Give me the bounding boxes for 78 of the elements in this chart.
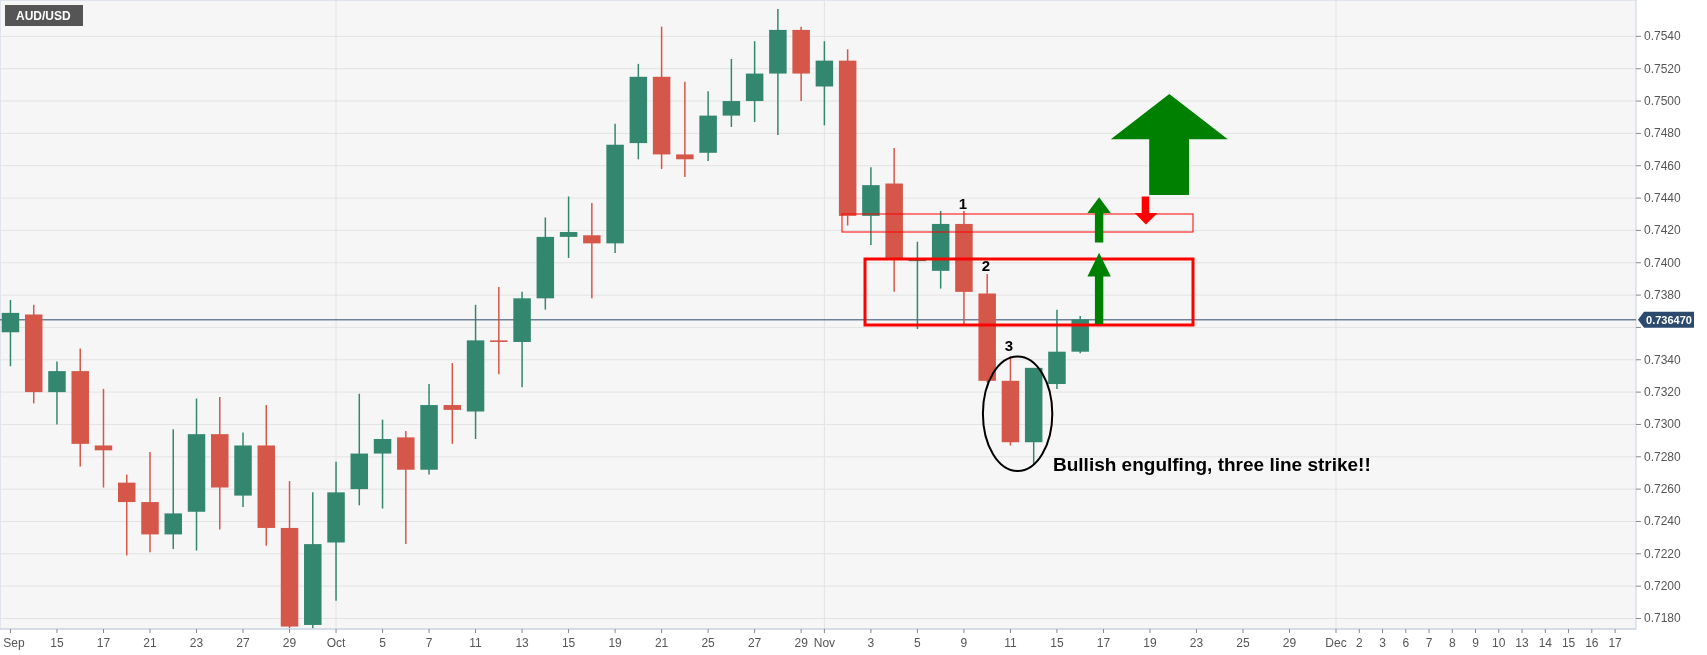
x-tick-label: 11 <box>1004 636 1017 650</box>
y-tick-label: 0.7440 <box>1644 191 1682 206</box>
x-tick-label: 15 <box>1050 636 1064 650</box>
x-tick-label: 17 <box>1096 636 1111 650</box>
x-tick-label: 5 <box>379 636 387 650</box>
candlestick <box>117 473 136 557</box>
x-tick-label: 2 <box>1355 636 1363 650</box>
y-tick-label: 0.7540 <box>1644 29 1682 44</box>
x-tick-label: 3 <box>867 636 875 650</box>
x-tick-label: 19 <box>608 636 623 650</box>
candlestick <box>48 360 66 426</box>
x-tick-label: Oct <box>326 636 347 650</box>
annotation: 3 <box>1004 337 1014 354</box>
y-tick-label: 0.7280 <box>1644 449 1682 464</box>
x-tick-label: 16 <box>1585 636 1599 650</box>
x-tick-label: 7 <box>425 636 433 650</box>
y-tick-label: 0.7200 <box>1644 579 1682 594</box>
x-tick-label: Sep <box>3 636 25 650</box>
x-tick-label: 17 <box>96 636 111 650</box>
x-tick-label: 27 <box>236 636 251 650</box>
x-tick-label: 9 <box>1472 636 1480 650</box>
annotation: 1 <box>958 195 968 212</box>
y-tick-label: 0.7400 <box>1644 255 1682 270</box>
y-tick-label: 0.7520 <box>1644 61 1682 76</box>
candlestick <box>1 299 20 367</box>
x-tick-label: 6 <box>1402 636 1410 650</box>
x-tick-label: 5 <box>914 636 922 650</box>
x-tick-label: 9 <box>960 636 968 650</box>
x-tick-label: 25 <box>701 636 716 650</box>
x-tick-label: 10 <box>1492 636 1506 650</box>
y-tick-label: 0.7180 <box>1644 611 1682 626</box>
annotation: 2 <box>981 257 991 274</box>
x-tick-label: 15 <box>1561 636 1576 650</box>
x-tick-label: 29 <box>282 636 297 650</box>
x-tick-label: 27 <box>747 636 762 650</box>
x-tick-label: 13 <box>515 636 530 650</box>
x-tick-label: 25 <box>1236 636 1250 650</box>
candlestick <box>722 58 741 128</box>
y-tick-label: 0.7380 <box>1644 288 1682 303</box>
y-tick-label: 0.7480 <box>1644 126 1682 141</box>
y-tick-label: 0.7500 <box>1644 94 1682 109</box>
x-tick-label: 19 <box>1143 636 1157 650</box>
annotation: Bullish engulfing, three line strike!! <box>1053 454 1371 475</box>
x-tick-label: 29 <box>1282 636 1297 650</box>
x-tick-label: Nov <box>813 636 836 650</box>
y-tick-label: 0.7460 <box>1644 158 1682 173</box>
x-tick-label: 21 <box>654 636 669 650</box>
x-tick-label: Dec <box>1325 636 1347 650</box>
y-tick-label: 0.7260 <box>1644 482 1682 497</box>
y-tick-label: 0.7240 <box>1644 514 1682 529</box>
candlestick <box>490 286 508 376</box>
candlestick <box>94 388 113 489</box>
y-tick-label: 0.7220 <box>1644 546 1682 561</box>
y-tick-label: 0.7300 <box>1644 417 1682 432</box>
candlestick <box>559 195 578 259</box>
x-tick-label: 15 <box>50 636 64 650</box>
x-tick-label: 21 <box>143 636 157 650</box>
x-tick-label: 29 <box>794 636 809 650</box>
x-tick-label: 7 <box>1425 636 1433 650</box>
x-tick-label: 13 <box>1515 636 1530 650</box>
x-tick-label: 17 <box>1608 636 1623 650</box>
candlestick <box>443 362 462 445</box>
x-tick-label: 3 <box>1379 636 1387 650</box>
x-tick-label: 14 <box>1538 636 1553 650</box>
candlestick <box>164 428 182 550</box>
x-tick-label: 23 <box>189 636 204 650</box>
text: AUD/USD <box>16 9 71 23</box>
x-tick-label: 23 <box>1189 636 1204 650</box>
candlestick <box>373 418 392 510</box>
candlestick <box>583 202 601 300</box>
y-tick-label: 0.7320 <box>1644 385 1682 400</box>
x-tick-label: 8 <box>1448 636 1456 650</box>
x-tick-label: 15 <box>561 636 576 650</box>
candlestick <box>676 80 694 178</box>
y-tick-label: 0.7340 <box>1644 352 1682 367</box>
ref-line-label: 0.736470 <box>1646 313 1692 326</box>
x-tick-label: 11 <box>469 636 483 650</box>
y-tick-label: 0.7420 <box>1644 223 1682 238</box>
